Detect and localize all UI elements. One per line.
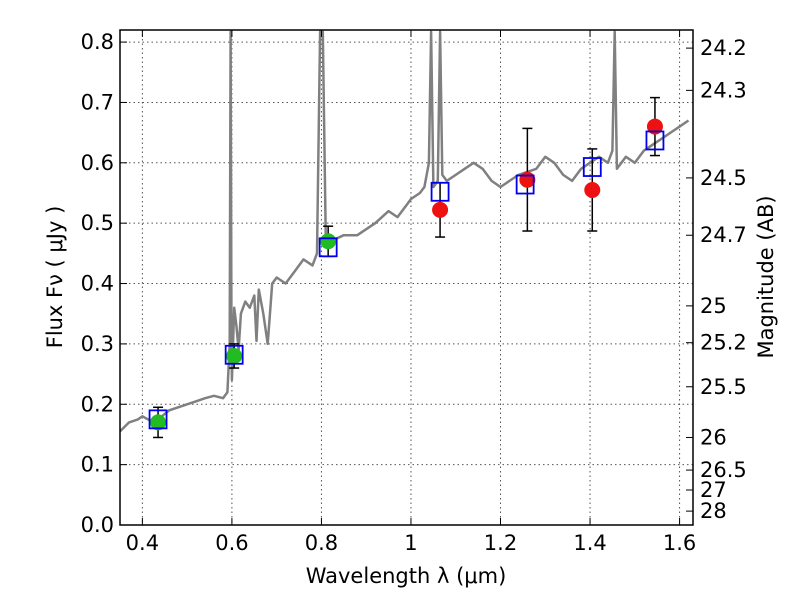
x-axis-label: Wavelength λ (μm) (306, 564, 507, 588)
mag-tick-label: 25.2 (700, 331, 747, 355)
data-point (432, 201, 449, 218)
y-tick-label: 0.2 (81, 392, 114, 416)
x-tick-label: 1.2 (484, 531, 517, 555)
data-point (584, 181, 601, 198)
model-square (318, 237, 338, 258)
y-tick-label: 0.3 (81, 332, 114, 356)
mag-tick-label: 27 (700, 478, 727, 502)
x-tick-label: 1 (404, 531, 417, 555)
mag-tick-label: 25 (700, 294, 727, 318)
mag-tick-label: 24.2 (700, 36, 747, 60)
spectrum-line (120, 30, 690, 433)
y-tick-label: 0.5 (81, 211, 114, 235)
y-tick-label: 0.4 (81, 272, 114, 296)
x-tick-label: 0.8 (305, 531, 338, 555)
mag-tick-label: 26.5 (700, 458, 747, 482)
y-axis-label: Flux Fν ( μJy ) (43, 206, 67, 349)
y-tick-label: 0.0 (81, 513, 114, 537)
plot-area (120, 30, 690, 439)
data-point (226, 347, 243, 364)
data-point (646, 118, 663, 135)
mag-tick-label: 28 (700, 499, 727, 523)
mag-tick-label: 24.7 (700, 223, 747, 247)
data-point (320, 233, 337, 250)
y-tick-label: 0.1 (81, 453, 114, 477)
model-square (515, 174, 535, 195)
x-tick-label: 0.6 (215, 531, 248, 555)
data-point (150, 414, 167, 431)
plot-frame (119, 29, 694, 526)
mag-tick-label: 24.3 (700, 78, 747, 102)
model-square (224, 344, 244, 365)
model-square (582, 157, 602, 177)
x-tick-label: 1.6 (663, 531, 696, 555)
mag-tick-label: 26 (700, 425, 727, 449)
mag-tick-label: 24.5 (700, 166, 747, 190)
axis-ticks: 0.4 0.6 0.8 1 1.2 1.4 1.6 0.0 0.1 0.2 0.3 0.4 0.5 0.6… (81, 30, 747, 555)
y-tick-label: 0.6 (81, 151, 114, 175)
x-tick-label: 1.4 (573, 531, 606, 555)
y-tick-label: 0.8 (81, 30, 114, 54)
y-tick-label: 0.7 (81, 90, 114, 114)
grid (120, 30, 693, 526)
data-point (519, 171, 536, 188)
y2-axis-label: Magnitude (AB) (754, 195, 778, 358)
x-tick-label: 0.4 (126, 531, 159, 555)
mag-tick-label: 25.5 (700, 375, 747, 399)
model-square (645, 130, 665, 151)
model-square (148, 409, 168, 430)
model-square (430, 181, 450, 202)
